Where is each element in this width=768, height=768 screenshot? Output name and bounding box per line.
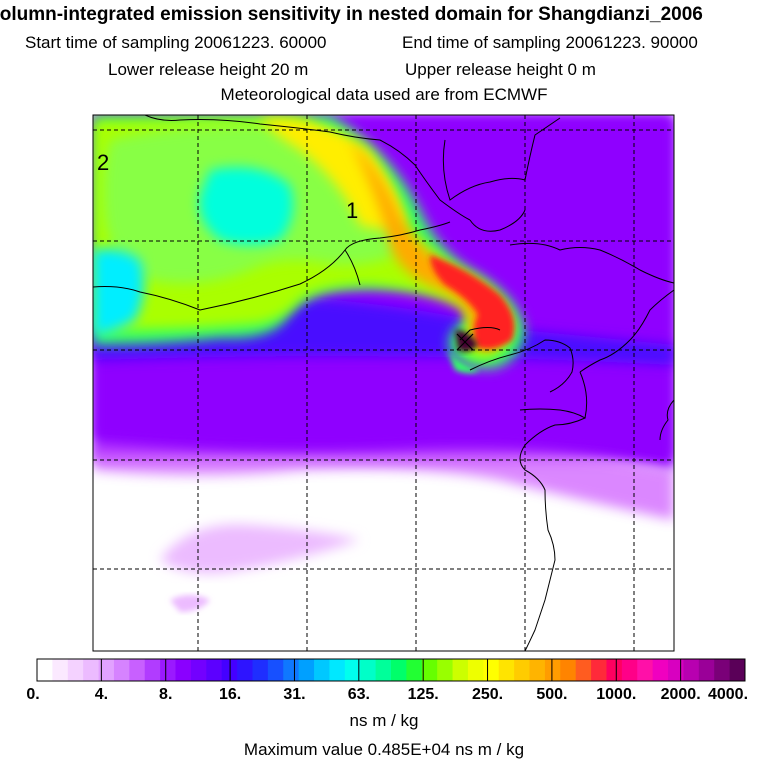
colorbar-cell bbox=[606, 659, 623, 681]
colorbar-tick-label: 31. bbox=[283, 686, 306, 703]
colorbar-cell bbox=[591, 659, 607, 681]
colorbar-cell bbox=[698, 659, 715, 681]
colorbar-cell bbox=[544, 659, 561, 681]
cyan-edge bbox=[93, 248, 144, 335]
colorbar-cell bbox=[329, 659, 346, 681]
colorbar-cell bbox=[514, 659, 531, 681]
border-line bbox=[659, 399, 674, 441]
border-line bbox=[579, 289, 674, 373]
colorbar-cell bbox=[421, 659, 438, 681]
colorbar-tick-label: 2000. bbox=[660, 686, 701, 703]
border-line bbox=[93, 221, 451, 311]
border-line bbox=[144, 115, 381, 141]
colorbar-cell bbox=[237, 659, 253, 681]
max-value-text: Maximum value 0.485E+04 ns m / kg bbox=[243, 740, 525, 759]
colorbar-tick-label: 125. bbox=[407, 686, 439, 703]
border-line bbox=[469, 339, 574, 393]
colorbar-cell bbox=[529, 659, 546, 681]
colorbar-cell bbox=[637, 659, 654, 681]
upper-height-text: Upper release height 0 m bbox=[405, 60, 596, 79]
border-line bbox=[379, 139, 471, 221]
end-time-text: End time of sampling 20061223. 90000 bbox=[402, 33, 698, 52]
colorbar-cell bbox=[714, 659, 731, 681]
colorbar-tick-label: 500. bbox=[536, 686, 568, 703]
border-line bbox=[344, 249, 361, 286]
colorbar-cell bbox=[160, 659, 177, 681]
colorbar-units: ns m / kg bbox=[349, 711, 419, 730]
colorbar-cell bbox=[406, 659, 423, 681]
colorbar-cell bbox=[267, 659, 284, 681]
colorbar-cell bbox=[729, 659, 746, 681]
colorbar-cell bbox=[621, 659, 638, 681]
colorbar-cell bbox=[467, 659, 484, 681]
border-line bbox=[509, 242, 674, 284]
colorbar-tick-label: 4000. bbox=[707, 686, 749, 703]
colorbar-cell bbox=[344, 659, 361, 681]
colorbar-cell bbox=[314, 659, 330, 681]
colorbar-cell bbox=[252, 659, 269, 681]
page-title: Column-integrated emission sensitivity i… bbox=[0, 4, 703, 25]
colorbar-cell bbox=[113, 659, 130, 681]
colorbar-tick-label: 63. bbox=[347, 686, 370, 703]
colorbar-tick-labels: 0. 4. 8. 16. 31. 63. 125. 250. 500. 1000. 2000. 400… bbox=[0, 686, 768, 708]
colorbar-tick-label: 16. bbox=[218, 686, 242, 703]
colorbar-cell bbox=[560, 659, 577, 681]
yellow-band bbox=[260, 118, 405, 229]
lower-height-text: Lower release height 20 m bbox=[108, 60, 309, 79]
colorbar-cell bbox=[683, 659, 700, 681]
border-line bbox=[442, 117, 561, 201]
cyan-region bbox=[199, 167, 294, 245]
colorbar-cell bbox=[391, 659, 407, 681]
red-core bbox=[430, 255, 515, 349]
colorbar-cell bbox=[575, 659, 592, 681]
colorbar-cell bbox=[298, 659, 315, 681]
colorbar-tick-label: 250. bbox=[471, 686, 504, 703]
marker-line bbox=[456, 333, 474, 351]
colorbar-tick-label: 4. bbox=[94, 686, 109, 703]
lat-lon-grid bbox=[93, 115, 674, 651]
colorbar-cell bbox=[452, 659, 469, 681]
border-line bbox=[469, 209, 526, 232]
colorbar-frame bbox=[36, 658, 746, 682]
colorbar-cell bbox=[144, 659, 161, 681]
colorbar-tick-label: 0. bbox=[26, 686, 40, 703]
colorbar-cell bbox=[283, 659, 300, 681]
region-label-1: 1 bbox=[346, 198, 358, 223]
colorbar-cell bbox=[483, 659, 500, 681]
colorbar-cell bbox=[206, 659, 223, 681]
colorbar-cell bbox=[360, 659, 377, 681]
colorbar-cell bbox=[175, 659, 192, 681]
pale-patch bbox=[160, 524, 360, 574]
receptor-marker bbox=[456, 333, 474, 351]
colorbar-cell bbox=[52, 659, 69, 681]
plume-tail bbox=[448, 350, 480, 373]
colorbar-cell bbox=[375, 659, 392, 681]
colorbar-cell bbox=[437, 659, 454, 681]
colorbar-cell bbox=[498, 659, 515, 681]
colorbar-cell bbox=[668, 659, 684, 681]
boundary-lines bbox=[93, 115, 674, 651]
colorbar-cell bbox=[190, 659, 207, 681]
colorbar-cell bbox=[652, 659, 669, 681]
colorbar-cell bbox=[37, 659, 53, 681]
colorbar-cell bbox=[67, 659, 84, 681]
coastline bbox=[519, 408, 587, 651]
colorbar-cell bbox=[83, 659, 100, 681]
colorbar-tick-label: 1000. bbox=[596, 686, 637, 703]
border-line bbox=[459, 327, 501, 341]
magenta-transition bbox=[93, 445, 674, 520]
met-data-text: Meteorological data used are from ECMWF bbox=[220, 85, 548, 104]
start-time-text: Start time of sampling 20061223. 60000 bbox=[25, 33, 327, 52]
border-line bbox=[579, 371, 588, 419]
region-label-2: 2 bbox=[97, 150, 109, 175]
colorbar-tick-label: 8. bbox=[159, 686, 173, 703]
colorbar-cell bbox=[98, 659, 115, 681]
pale-spot bbox=[170, 595, 210, 612]
map-frame bbox=[92, 114, 675, 652]
colorbar-cell bbox=[129, 659, 146, 681]
